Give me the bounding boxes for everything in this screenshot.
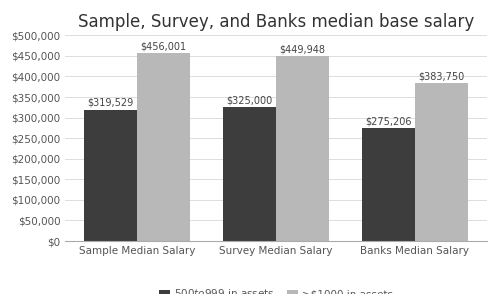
Text: $456,001: $456,001: [140, 42, 186, 52]
Bar: [223, 107, 276, 241]
Text: $383,750: $383,750: [417, 71, 463, 81]
Text: $449,948: $449,948: [279, 44, 325, 54]
Text: $319,529: $319,529: [88, 98, 134, 108]
Text: $275,206: $275,206: [365, 116, 411, 126]
Bar: [414, 83, 467, 241]
Title: Sample, Survey, and Banks median base salary: Sample, Survey, and Banks median base sa…: [78, 13, 473, 31]
Bar: [362, 128, 414, 241]
Text: $325,000: $325,000: [226, 96, 272, 106]
Bar: [276, 56, 328, 241]
Bar: [84, 110, 137, 241]
Legend: $500 to $999 in assets, >$1000 in assets: $500 to $999 in assets, >$1000 in assets: [155, 283, 396, 294]
Bar: [137, 54, 189, 241]
